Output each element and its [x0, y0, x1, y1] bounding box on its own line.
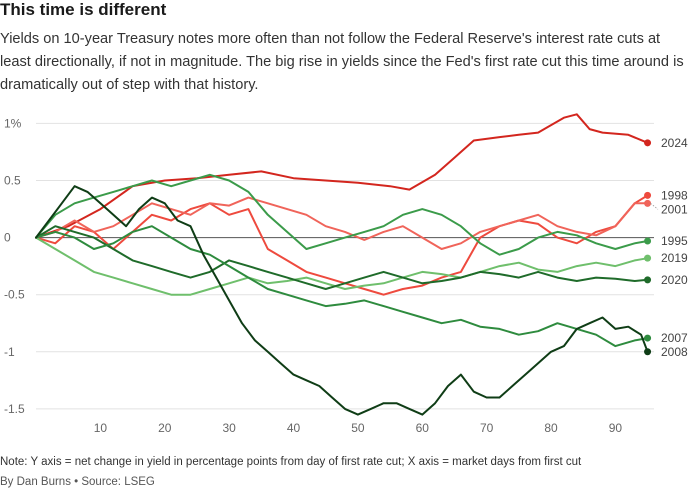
series-label-2008: 2008 — [661, 345, 688, 359]
series-label-2024: 2024 — [661, 136, 688, 150]
series-label-1998: 1998 — [661, 188, 688, 202]
x-tick-label: 20 — [158, 421, 172, 435]
y-tick-label: 1% — [4, 116, 22, 130]
series-line-2024 — [35, 113, 649, 239]
series-label-2001: 2001 — [661, 202, 688, 216]
series-end-point-2019 — [644, 254, 652, 262]
series-end-point-2008 — [644, 348, 652, 356]
y-tick-label: -0.5 — [4, 288, 25, 302]
x-tick-label: 50 — [351, 421, 365, 435]
series-label-2007: 2007 — [661, 331, 688, 345]
series-end-point-2001 — [644, 199, 652, 207]
series-label-2019: 2019 — [661, 251, 688, 265]
x-tick-label: 70 — [480, 421, 494, 435]
y-tick-label: -1 — [4, 345, 15, 359]
x-tick-label: 10 — [94, 421, 108, 435]
x-tick-label: 80 — [544, 421, 558, 435]
series-line-2007 — [35, 225, 649, 348]
series-line-2008 — [35, 185, 649, 416]
x-tick-label: 30 — [222, 421, 236, 435]
series-end-point-1995 — [644, 237, 652, 245]
series-end-point-1998 — [644, 191, 652, 199]
series-end-point-2020 — [644, 276, 652, 284]
chart-note: Note: Y axis = net change in yield in pe… — [0, 456, 582, 468]
series-label-leader — [650, 203, 659, 210]
y-tick-label: -1.5 — [4, 402, 25, 416]
y-tick-label: 0.5 — [4, 174, 21, 188]
series-line-1995 — [35, 173, 649, 256]
chart-subtitle: Yields on 10-year Treasury notes more of… — [0, 31, 684, 93]
x-tick-label: 60 — [416, 421, 430, 435]
series-end-point-2007 — [644, 334, 652, 342]
series-label-1995: 1995 — [661, 234, 688, 248]
x-tick-label: 90 — [609, 421, 623, 435]
series-label-2020: 2020 — [661, 273, 688, 287]
x-tick-label: 40 — [287, 421, 301, 435]
series-line-1998 — [35, 194, 649, 296]
series-line-2001 — [35, 196, 649, 250]
series-line-2019 — [35, 236, 649, 296]
series-end-point-2024 — [644, 139, 652, 147]
series-line-2020 — [35, 225, 649, 290]
y-tick-label: 0 — [4, 231, 11, 245]
line-chart: 1% 0.5 0 -0.5 -1 -1.5 10 20 30 40 50 60 70 80 90 2024 19… — [4, 113, 688, 435]
chart-title: This time is different — [0, 0, 167, 19]
chart-credit: By Dan Burns • Source: LSEG — [0, 476, 155, 488]
